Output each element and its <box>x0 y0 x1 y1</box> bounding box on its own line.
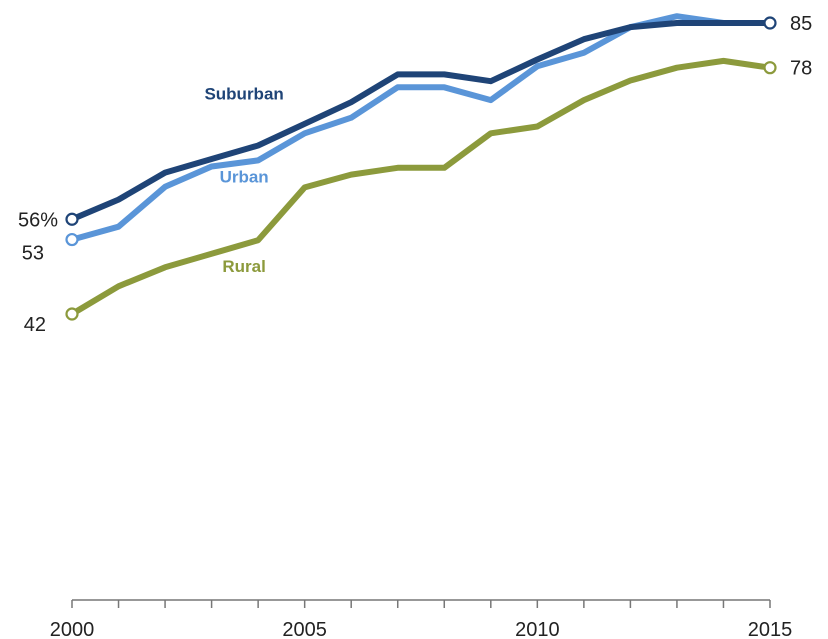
series-lines <box>70 13 771 317</box>
x-tick-label-2005: 2005 <box>282 619 327 639</box>
x-tick-label-2015: 2015 <box>748 619 793 639</box>
x-tick-label-2010: 2010 <box>515 619 560 639</box>
series-line-suburban <box>70 20 770 223</box>
series-line-urban <box>71 13 770 243</box>
data-labels: 56% 53 42 85 78 Suburban Urban Rural <box>18 13 812 336</box>
end-marker-suburban <box>763 16 777 30</box>
series-line-rural <box>70 57 771 317</box>
start-marker-rural <box>65 307 79 321</box>
start-value-label-urban: 53 <box>22 243 44 265</box>
series-name-label-suburban: Suburban <box>204 84 283 103</box>
series-name-label-rural: Rural <box>222 257 265 276</box>
series-endpoint-markers <box>65 16 777 321</box>
x-tick-label-2000: 2000 <box>50 619 95 639</box>
end-value-label-suburban: 85 <box>790 13 812 35</box>
start-marker-suburban <box>65 212 79 226</box>
start-value-label-suburban: 56% <box>18 209 58 231</box>
start-marker-urban <box>65 232 79 247</box>
series-name-label-urban: Urban <box>220 167 269 186</box>
x-axis: 2000 2005 2010 2015 <box>50 599 793 639</box>
end-marker-rural <box>763 61 777 75</box>
start-value-label-rural: 42 <box>24 314 46 336</box>
end-value-label-rural: 78 <box>790 58 812 80</box>
